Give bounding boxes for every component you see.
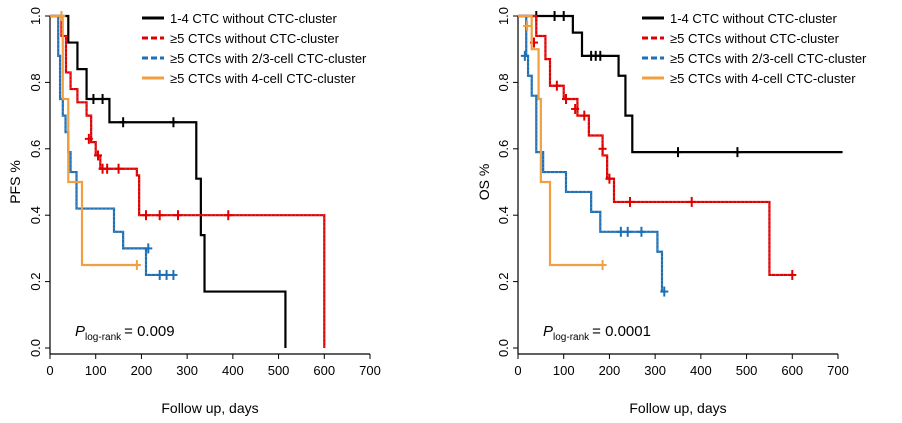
x-tick-label: 200 bbox=[599, 363, 621, 378]
km-curve-texture-2 bbox=[50, 15, 325, 348]
x-tick-label: 600 bbox=[313, 363, 335, 378]
y-tick-label: 0.6 bbox=[496, 140, 511, 158]
legend-label-3: ≥5 CTCs with 2/3-cell CTC-cluster bbox=[170, 51, 367, 66]
pvalue-value: = 0.0001 bbox=[592, 323, 651, 340]
x-tick-label: 400 bbox=[690, 363, 712, 378]
km-curve-texture-3 bbox=[518, 15, 665, 292]
y-tick-label: 0.0 bbox=[28, 339, 43, 357]
km-curve-3 bbox=[518, 14, 665, 293]
x-tick-label: 700 bbox=[359, 363, 381, 378]
y-axis-title: PFS % bbox=[7, 160, 23, 204]
y-axis-title: OS % bbox=[476, 164, 492, 201]
x-tick-label: 100 bbox=[85, 363, 107, 378]
x-tick-label: 300 bbox=[644, 363, 666, 378]
y-tick-label: 0.0 bbox=[496, 339, 511, 357]
legend-label-1: 1-4 CTC without CTC-cluster bbox=[670, 11, 838, 26]
km-curve-1 bbox=[50, 14, 287, 348]
x-tick-label: 600 bbox=[781, 363, 803, 378]
os-panel: 0 100 200 300 400 500 600 700 0.0 0.2 0.4 0.6 0.8 1.0… bbox=[476, 7, 867, 416]
x-tick-label: 300 bbox=[176, 363, 198, 378]
km-curve-3 bbox=[50, 14, 169, 277]
pvalue-subscript: log-rank bbox=[85, 332, 122, 343]
y-tick-label: 0.8 bbox=[28, 73, 43, 91]
x-tick-label: 500 bbox=[268, 363, 290, 378]
x-axis-title: Follow up, days bbox=[161, 400, 258, 416]
km-curve-texture-2 bbox=[518, 15, 793, 276]
x-tick-label: 0 bbox=[46, 363, 53, 378]
legend-label-4: ≥5 CTCs with 4-cell CTC-cluster bbox=[170, 71, 356, 86]
x-tick-label: 100 bbox=[553, 363, 575, 378]
y-tick-label: 0.4 bbox=[28, 206, 43, 224]
y-tick-label: 1.0 bbox=[28, 7, 43, 25]
x-tick-label: 400 bbox=[222, 363, 244, 378]
km-curve-2 bbox=[50, 14, 326, 348]
y-tick-label: 0.2 bbox=[28, 273, 43, 291]
x-axis-title: Follow up, days bbox=[629, 400, 726, 416]
y-tick-label: 0.2 bbox=[496, 273, 511, 291]
pfs-panel: 0 100 200 300 400 500 600 700 0.0 0.2 0.4 0.6 0.8 1.0… bbox=[7, 7, 381, 416]
x-tick-label: 700 bbox=[827, 363, 849, 378]
y-tick-label: 0.6 bbox=[28, 140, 43, 158]
legend-label-2: ≥5 CTCs without CTC-cluster bbox=[170, 31, 340, 46]
legend-label-1: 1-4 CTC without CTC-cluster bbox=[170, 11, 338, 26]
pvalue-subscript: log-rank bbox=[553, 332, 590, 343]
legend-label-3: ≥5 CTCs with 2/3-cell CTC-cluster bbox=[670, 51, 867, 66]
pvalue-annotation: Plog-rank = 0.0001 bbox=[543, 323, 651, 343]
legend-label-4: ≥5 CTCs with 4-cell CTC-cluster bbox=[670, 71, 856, 86]
km-curve-4 bbox=[518, 14, 603, 267]
x-tick-label: 500 bbox=[736, 363, 758, 378]
x-tick-label: 0 bbox=[514, 363, 521, 378]
legend-label-2: ≥5 CTCs without CTC-cluster bbox=[670, 31, 840, 46]
pvalue-symbol: P bbox=[543, 323, 553, 340]
km-curve-2 bbox=[518, 14, 793, 277]
pvalue-symbol: P bbox=[75, 323, 85, 340]
y-tick-label: 0.8 bbox=[496, 73, 511, 91]
y-tick-label: 0.4 bbox=[496, 206, 511, 224]
km-curve-1 bbox=[518, 14, 843, 154]
x-tick-label: 200 bbox=[131, 363, 153, 378]
pvalue-value: = 0.009 bbox=[124, 323, 174, 340]
y-tick-label: 1.0 bbox=[496, 7, 511, 25]
km-curve-4 bbox=[50, 14, 137, 267]
pvalue-annotation: Plog-rank = 0.009 bbox=[75, 323, 175, 343]
